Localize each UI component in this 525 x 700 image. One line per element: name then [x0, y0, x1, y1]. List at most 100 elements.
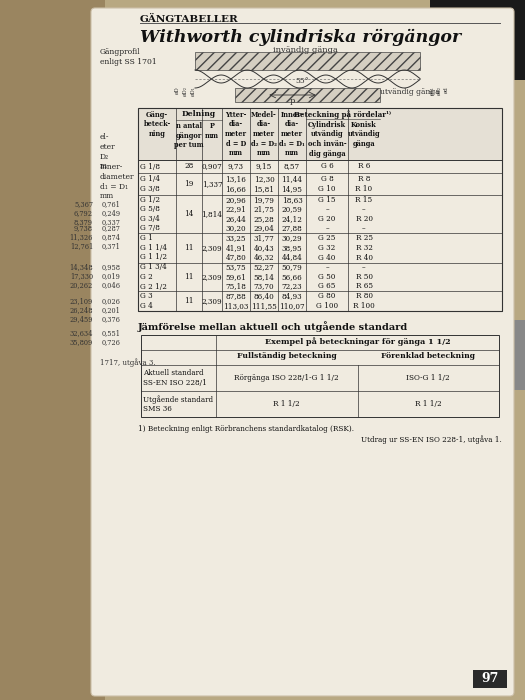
Text: G 1 3/4
G 2
G 2 1/2: G 1 3/4 G 2 G 2 1/2: [140, 263, 167, 290]
Text: Aktuell standard
SS-EN ISO 228/1: Aktuell standard SS-EN ISO 228/1: [143, 370, 207, 386]
Text: øD₁: øD₁: [191, 86, 195, 96]
Text: 84,93
110,07: 84,93 110,07: [279, 293, 305, 309]
Text: utvändig gänga: utvändig gänga: [380, 88, 440, 96]
Text: 19: 19: [184, 180, 194, 188]
Text: ISO-G 1 1/2: ISO-G 1 1/2: [406, 374, 450, 382]
Text: 13,16
16,66: 13,16 16,66: [226, 175, 246, 192]
Text: Delning: Delning: [182, 110, 216, 118]
Text: Exempel på beteckningar för gänga 1 1/2: Exempel på beteckningar för gänga 1 1/2: [265, 337, 450, 346]
Text: 6,792: 6,792: [74, 209, 93, 217]
Text: R 6: R 6: [358, 162, 370, 171]
Text: Cylindrisk
utvändig
och invän-
dig gänga: Cylindrisk utvändig och invän- dig gänga: [308, 121, 346, 158]
Text: 31,77
40,43
46,32: 31,77 40,43 46,32: [254, 234, 275, 262]
Text: 14: 14: [184, 210, 194, 218]
Text: 29,459: 29,459: [69, 315, 93, 323]
Bar: [138, 108, 502, 160]
Text: 2,309: 2,309: [202, 297, 222, 305]
Text: 53,75
59,61
75,18: 53,75 59,61 75,18: [226, 263, 246, 290]
Text: Jämförelse mellan aktuell och utgående standard: Jämförelse mellan aktuell och utgående s…: [138, 321, 408, 332]
Text: 20,262: 20,262: [70, 281, 93, 289]
Text: 35,809: 35,809: [70, 338, 93, 346]
Text: 1,337: 1,337: [202, 180, 222, 188]
Text: Utgående standard
SMS 36: Utgående standard SMS 36: [143, 395, 213, 413]
Text: 0,046: 0,046: [102, 281, 121, 289]
Text: G 8
G 10: G 8 G 10: [318, 175, 336, 192]
Bar: [495, 320, 525, 390]
Text: Medel-
dia-
meter
d₂ = D₂
mm: Medel- dia- meter d₂ = D₂ mm: [251, 111, 277, 157]
Text: Gäng-
beteck-
ning: Gäng- beteck- ning: [143, 111, 171, 138]
Bar: [430, 0, 525, 80]
FancyBboxPatch shape: [91, 8, 514, 696]
Text: 30,29
38,95
44,84: 30,29 38,95 44,84: [281, 234, 302, 262]
Text: R 80
R 100: R 80 R 100: [353, 293, 375, 309]
Text: ød₁: ød₁: [429, 86, 435, 95]
Text: 26,248: 26,248: [69, 306, 93, 314]
Text: 0,337: 0,337: [102, 218, 121, 226]
Text: 12,30
15,81: 12,30 15,81: [254, 175, 275, 192]
Text: 0,371: 0,371: [102, 242, 121, 250]
Text: 50,79
56,66
72,23: 50,79 56,66 72,23: [281, 263, 302, 290]
Text: 12,761: 12,761: [70, 242, 93, 250]
Text: 9,15: 9,15: [256, 162, 272, 171]
Text: G 25
G 32
G 40: G 25 G 32 G 40: [318, 234, 335, 262]
Text: 52,27
58,14
73,70: 52,27 58,14 73,70: [254, 263, 275, 290]
Bar: [235, 88, 380, 102]
Text: n antal
gängor
per tum: n antal gängor per tum: [174, 122, 204, 149]
Text: 97: 97: [481, 673, 499, 685]
Text: Ytter-
dia-
meter
d = D
mm: Ytter- dia- meter d = D mm: [225, 111, 247, 157]
Text: øD₂: øD₂: [183, 86, 187, 96]
Text: Inner-
dia-
meter
d₁ = D₁
mm: Inner- dia- meter d₁ = D₁ mm: [279, 111, 305, 157]
Text: 18,63
20,59
24,12
27,88: 18,63 20,59 24,12 27,88: [281, 196, 302, 232]
Bar: [473, 670, 507, 688]
Text: –
G 50
G 65: – G 50 G 65: [318, 263, 335, 290]
Bar: [141, 335, 499, 417]
Text: 0,761: 0,761: [102, 200, 121, 208]
Text: 14,348: 14,348: [69, 263, 93, 271]
Text: invändig gänga: invändig gänga: [272, 46, 338, 54]
Text: 20,96
22,91
26,44
30,20: 20,96 22,91 26,44 30,20: [226, 196, 246, 232]
Text: 11,44
14,95: 11,44 14,95: [281, 175, 302, 192]
Text: el-
eter
D₂
m: el- eter D₂ m: [100, 133, 116, 170]
Text: 33,25
41,91
47,80: 33,25 41,91 47,80: [226, 234, 247, 262]
Text: 0,287: 0,287: [102, 224, 121, 232]
Text: p: p: [290, 97, 295, 105]
Text: P
mm: P mm: [205, 122, 219, 139]
Text: Withworth cylindriska rörgängor: Withworth cylindriska rörgängor: [140, 29, 461, 46]
Text: 1,814: 1,814: [202, 210, 223, 218]
Text: Fullständig beteckning: Fullständig beteckning: [237, 352, 337, 360]
Text: ød₂: ød₂: [436, 86, 442, 95]
Text: 0,551: 0,551: [102, 329, 121, 337]
Text: 8,379: 8,379: [74, 218, 93, 226]
Text: Inner-
diameter
d₁ = D₁
mm: Inner- diameter d₁ = D₁ mm: [100, 163, 134, 200]
Text: 0,376: 0,376: [102, 315, 121, 323]
Text: 0,249: 0,249: [102, 209, 121, 217]
Text: G 1/8: G 1/8: [140, 162, 160, 171]
Text: R 25
R 32
R 40: R 25 R 32 R 40: [355, 234, 373, 262]
Text: 1717, utgåva 3.: 1717, utgåva 3.: [100, 358, 155, 367]
Text: G 6: G 6: [321, 162, 333, 171]
Text: 11: 11: [184, 244, 194, 252]
Text: Beteckning på rördelar¹⁾: Beteckning på rördelar¹⁾: [295, 110, 392, 119]
Text: 0,726: 0,726: [102, 338, 121, 346]
Text: 2,309: 2,309: [202, 273, 222, 281]
Text: 19,79
21,75
25,28
29,04: 19,79 21,75 25,28 29,04: [254, 196, 275, 232]
Text: Utdrag ur SS-EN ISO 228-1, utgåva 1.: Utdrag ur SS-EN ISO 228-1, utgåva 1.: [361, 435, 502, 444]
Text: 11: 11: [184, 273, 194, 281]
Text: ød: ød: [444, 86, 448, 92]
Text: 0,874: 0,874: [102, 233, 121, 241]
Text: G 1/4
G 3/8: G 1/4 G 3/8: [140, 175, 160, 192]
Text: 28: 28: [184, 162, 194, 171]
Text: R 8
R 10: R 8 R 10: [355, 175, 373, 192]
Text: 1) Beteckning enligt Rörbranchens standardkatalog (RSK).: 1) Beteckning enligt Rörbranchens standa…: [138, 425, 354, 433]
Text: 11,326: 11,326: [70, 233, 93, 241]
Text: G 3
G 4: G 3 G 4: [140, 293, 153, 309]
Text: 9,73: 9,73: [228, 162, 244, 171]
Text: 23,109: 23,109: [70, 297, 93, 305]
Text: 5,367: 5,367: [74, 200, 93, 208]
Bar: [138, 108, 502, 311]
Text: –
R 50
R 65: – R 50 R 65: [355, 263, 373, 290]
Text: 86,40
111,55: 86,40 111,55: [251, 293, 277, 309]
Text: 32,634: 32,634: [69, 329, 93, 337]
Text: 55°: 55°: [296, 77, 309, 85]
Text: 17,330: 17,330: [70, 272, 93, 280]
